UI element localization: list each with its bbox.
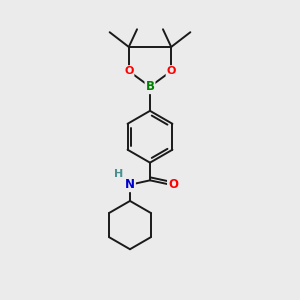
- Text: O: O: [124, 66, 134, 76]
- Text: H: H: [114, 169, 123, 179]
- Text: O: O: [168, 178, 178, 191]
- Text: B: B: [146, 80, 154, 93]
- Text: O: O: [167, 66, 176, 76]
- Text: N: N: [125, 178, 135, 191]
